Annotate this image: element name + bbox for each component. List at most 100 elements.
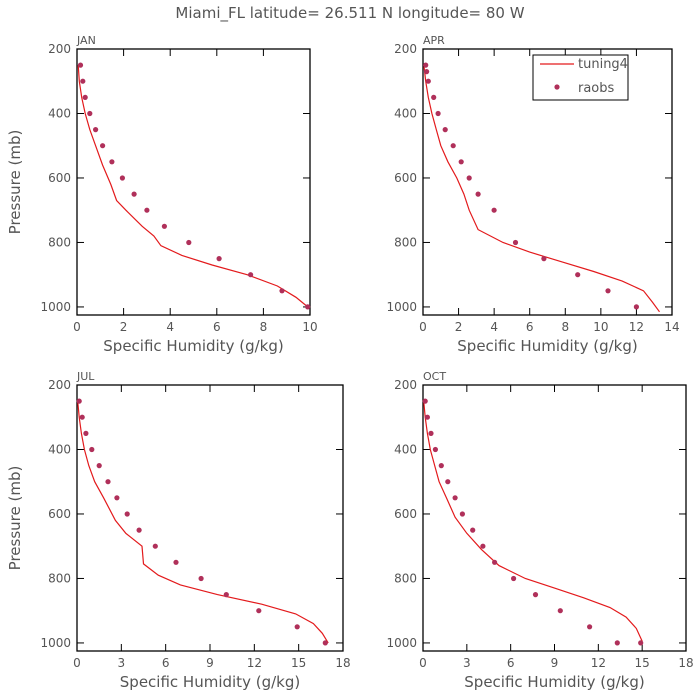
x-tick-label: 6	[507, 656, 515, 670]
x-tick-label: 2	[455, 320, 463, 334]
y-tick-label: 800	[394, 235, 417, 249]
data-point-raobs	[96, 463, 102, 469]
y-tick-label: 600	[394, 507, 417, 521]
x-tick-label: 6	[526, 320, 534, 334]
data-point-raobs	[442, 127, 448, 133]
legend-box	[532, 54, 629, 101]
data-point-raobs	[638, 640, 644, 646]
data-point-raobs	[322, 640, 328, 646]
panel-apr: APR 0 2 4 6 8 10 12 14 200 400 600 800 1000 Specific H…	[386, 34, 679, 355]
data-point-raobs	[425, 78, 431, 84]
x-tick-label: 6	[213, 320, 221, 334]
data-point-raobs	[136, 527, 142, 533]
data-point-raobs	[492, 559, 498, 565]
x-tick-label: 8	[260, 320, 268, 334]
data-point-raobs	[587, 624, 593, 630]
data-point-raobs	[76, 398, 82, 404]
panel-oct: OCT 0 3 6 9 12 15 18 200 400 600 800 1000 Specific Hu…	[386, 370, 693, 691]
data-point-raobs	[87, 110, 93, 117]
data-point-raobs	[89, 446, 95, 453]
data-point-raobs	[470, 527, 476, 533]
data-point-raobs	[79, 414, 85, 420]
y-tick-label: 600	[48, 171, 71, 185]
y-tick-label: 1000	[386, 636, 417, 650]
x-tick-label: 2	[120, 320, 128, 334]
data-point-raobs	[480, 543, 486, 549]
panel-label: JAN	[76, 34, 96, 47]
panel-label: APR	[423, 34, 445, 47]
legend-label-obs: raobs	[578, 81, 615, 96]
data-point-raobs	[614, 640, 620, 646]
x-tick-label: 18	[335, 656, 350, 670]
x-axis-label: Specific Humidity (g/kg)	[457, 337, 637, 355]
panel-jul: JUL 0 3 6 9 12 15 18 200 400 600 800 1000 Specific Hu…	[6, 370, 351, 691]
x-tick-label: 4	[490, 320, 498, 334]
x-tick-label: 0	[419, 656, 427, 670]
data-point-raobs	[109, 159, 115, 165]
data-point-raobs	[510, 575, 517, 582]
x-axis-label: Specific Humidity (g/kg)	[464, 673, 644, 691]
x-tick-label: 9	[551, 656, 559, 670]
data-point-raobs	[248, 272, 254, 278]
data-point-raobs	[459, 511, 465, 517]
data-point-raobs	[605, 288, 611, 294]
x-tick-label: 15	[291, 656, 306, 670]
data-point-raobs	[450, 143, 456, 149]
data-point-raobs	[532, 592, 539, 598]
data-point-raobs	[279, 288, 285, 294]
data-point-raobs	[161, 223, 167, 229]
y-tick-label: 400	[394, 442, 417, 456]
data-point-raobs	[575, 272, 581, 278]
data-point-raobs	[223, 592, 229, 598]
x-tick-label: 3	[463, 656, 471, 670]
series-line-tuning4	[77, 65, 309, 308]
y-tick-label: 200	[394, 378, 417, 392]
data-point-raobs	[475, 191, 481, 197]
plot-frame	[76, 384, 344, 652]
y-tick-label: 600	[394, 171, 417, 185]
data-point-raobs	[424, 69, 430, 75]
plot-frame	[76, 48, 311, 316]
data-point-raobs	[435, 110, 441, 117]
data-point-raobs	[83, 430, 89, 436]
data-point-raobs	[294, 624, 300, 630]
y-tick-label: 1000	[40, 300, 71, 314]
y-tick-label: 200	[48, 42, 71, 56]
y-tick-label: 400	[48, 106, 71, 120]
y-tick-label: 800	[48, 235, 71, 249]
data-point-raobs	[77, 62, 84, 68]
data-point-raobs	[216, 256, 222, 262]
data-point-raobs	[119, 175, 125, 181]
y-axis-label: Pressure (mb)	[6, 466, 24, 571]
data-point-raobs	[131, 191, 137, 197]
data-point-raobs	[424, 414, 430, 420]
x-tick-label: 4	[166, 320, 174, 334]
data-point-raobs	[198, 575, 204, 582]
x-tick-label: 14	[664, 320, 679, 334]
series-line-tuning4	[423, 401, 643, 642]
data-point-raobs	[431, 94, 437, 100]
panel-label: JUL	[76, 370, 95, 383]
x-tick-label: 0	[419, 320, 427, 334]
data-point-raobs	[82, 94, 88, 100]
data-point-raobs	[124, 511, 130, 517]
legend-label-model: tuning4	[578, 57, 628, 72]
data-point-raobs	[144, 207, 150, 213]
x-tick-label: 9	[206, 656, 214, 670]
data-point-raobs	[256, 608, 262, 614]
y-tick-label: 1000	[386, 300, 417, 314]
x-tick-label: 15	[635, 656, 650, 670]
data-point-raobs	[466, 175, 472, 181]
y-tick-label: 400	[48, 442, 71, 456]
x-tick-label: 0	[73, 320, 81, 334]
data-point-raobs	[452, 495, 458, 501]
plot-frame	[422, 48, 673, 316]
y-tick-label: 800	[394, 571, 417, 585]
data-point-raobs	[100, 143, 106, 149]
x-tick-label: 10	[593, 320, 608, 334]
x-tick-label: 3	[118, 656, 126, 670]
x-tick-label: 0	[73, 656, 81, 670]
series-line-tuning4	[77, 401, 329, 644]
x-tick-label: 6	[162, 656, 170, 670]
